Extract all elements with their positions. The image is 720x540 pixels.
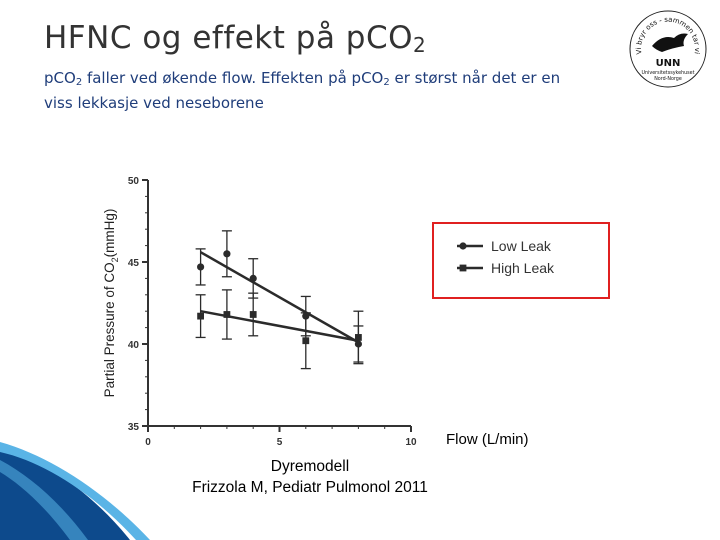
data-point-high-leak (302, 337, 310, 345)
y-tick-label: 35 (128, 422, 140, 433)
x-axis-label: Flow (L/min) (446, 431, 529, 448)
slide-title: HFNC og effekt på pCO2 (44, 20, 426, 57)
unn-logo: Vi bryr oss - sammen tar vi ansvar UNN U… (622, 6, 707, 88)
data-point-high-leak (355, 334, 362, 341)
subtitle-text-2: faller ved økende flow. Effekten på pCO (82, 69, 384, 87)
decorative-swoosh (0, 442, 150, 540)
caption-line-2: Frizzola M, Pediatr Pulmonol 2011 (192, 479, 428, 496)
data-point-high-leak (197, 312, 204, 320)
title-subscript: 2 (413, 33, 427, 57)
title-main: HFNC og effekt på pCO (44, 20, 414, 56)
subtitle-text-1: pCO (44, 69, 76, 87)
legend-box (432, 222, 610, 299)
data-point-high-leak (223, 311, 231, 318)
subtitle-text-3: er størst når det er en viss lekkasje ve… (44, 69, 561, 112)
y-tick-label: 45 (128, 258, 140, 269)
fit-line-low-leak (199, 251, 360, 344)
legend-marker (459, 264, 467, 272)
caption-line-1: Dyremodell (270, 458, 350, 475)
bird-icon (652, 33, 688, 52)
pco2-flow-chart: 35 40 45 50 0 5 10 Partial Pressure of CO2(mmHg… (102, 176, 610, 448)
data-point-low-leak (197, 263, 205, 271)
legend-marker (459, 242, 467, 250)
series-high-leak (195, 289, 364, 370)
series-low-leak (195, 230, 364, 363)
legend-label: Low Leak (491, 238, 552, 254)
subtitle-subscript-1: 2 (75, 77, 83, 88)
legend-label: High Leak (491, 260, 555, 276)
logo-name: UNN (656, 58, 681, 69)
data-point-high-leak (249, 311, 257, 318)
x-tick-label: 0 (145, 437, 151, 448)
data-point-low-leak (223, 250, 231, 258)
data-point-low-leak (249, 274, 257, 282)
y-tick-label: 40 (128, 340, 140, 351)
x-tick-label: 10 (405, 437, 417, 448)
slide-subtitle: pCO2 faller ved økende flow. Effekten på… (44, 68, 584, 113)
y-axis-label: Partial Pressure of CO2(mmHg) (102, 209, 120, 398)
caption: Dyremodell Frizzola M, Pediatr Pulmonol … (150, 456, 470, 498)
x-tick-label: 5 (277, 437, 283, 448)
subtitle-subscript-2: 2 (383, 77, 390, 88)
y-tick-label: 50 (128, 176, 140, 187)
logo-org-line2: Nord-Norge (654, 76, 682, 82)
logo-org-line1: Universitetssykehuset (642, 70, 695, 76)
